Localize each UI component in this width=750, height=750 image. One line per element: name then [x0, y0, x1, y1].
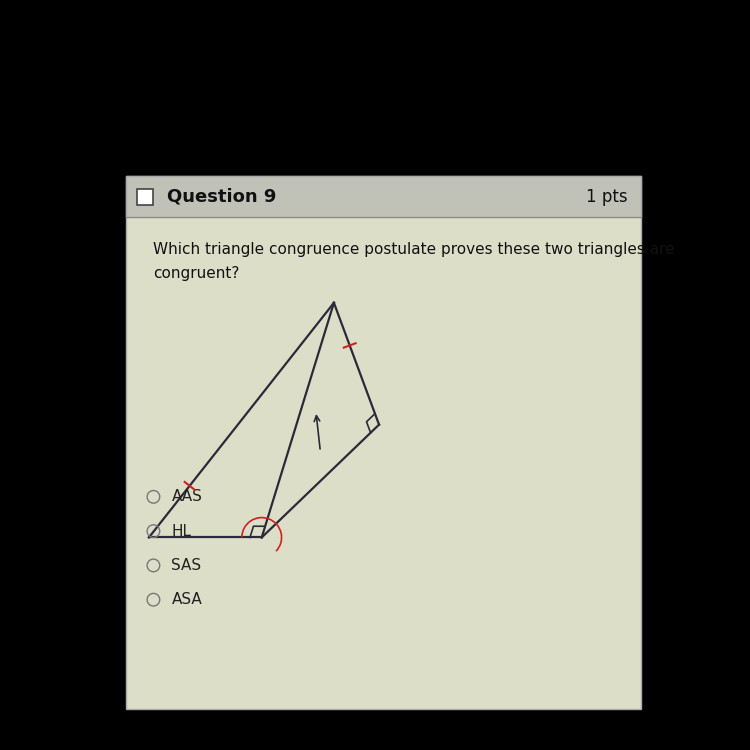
Text: Which triangle congruence postulate proves these two triangles are
congruent?: Which triangle congruence postulate prov… [154, 242, 675, 280]
Text: HL: HL [172, 524, 191, 538]
Text: ASA: ASA [172, 592, 202, 608]
Bar [137, 189, 154, 205]
Text: Question 9: Question 9 [167, 188, 276, 206]
Bar [126, 176, 640, 709]
Text: SAS: SAS [172, 558, 202, 573]
Bar [126, 176, 640, 217]
Text: AAS: AAS [172, 489, 202, 504]
Text: 1 pts: 1 pts [586, 188, 627, 206]
